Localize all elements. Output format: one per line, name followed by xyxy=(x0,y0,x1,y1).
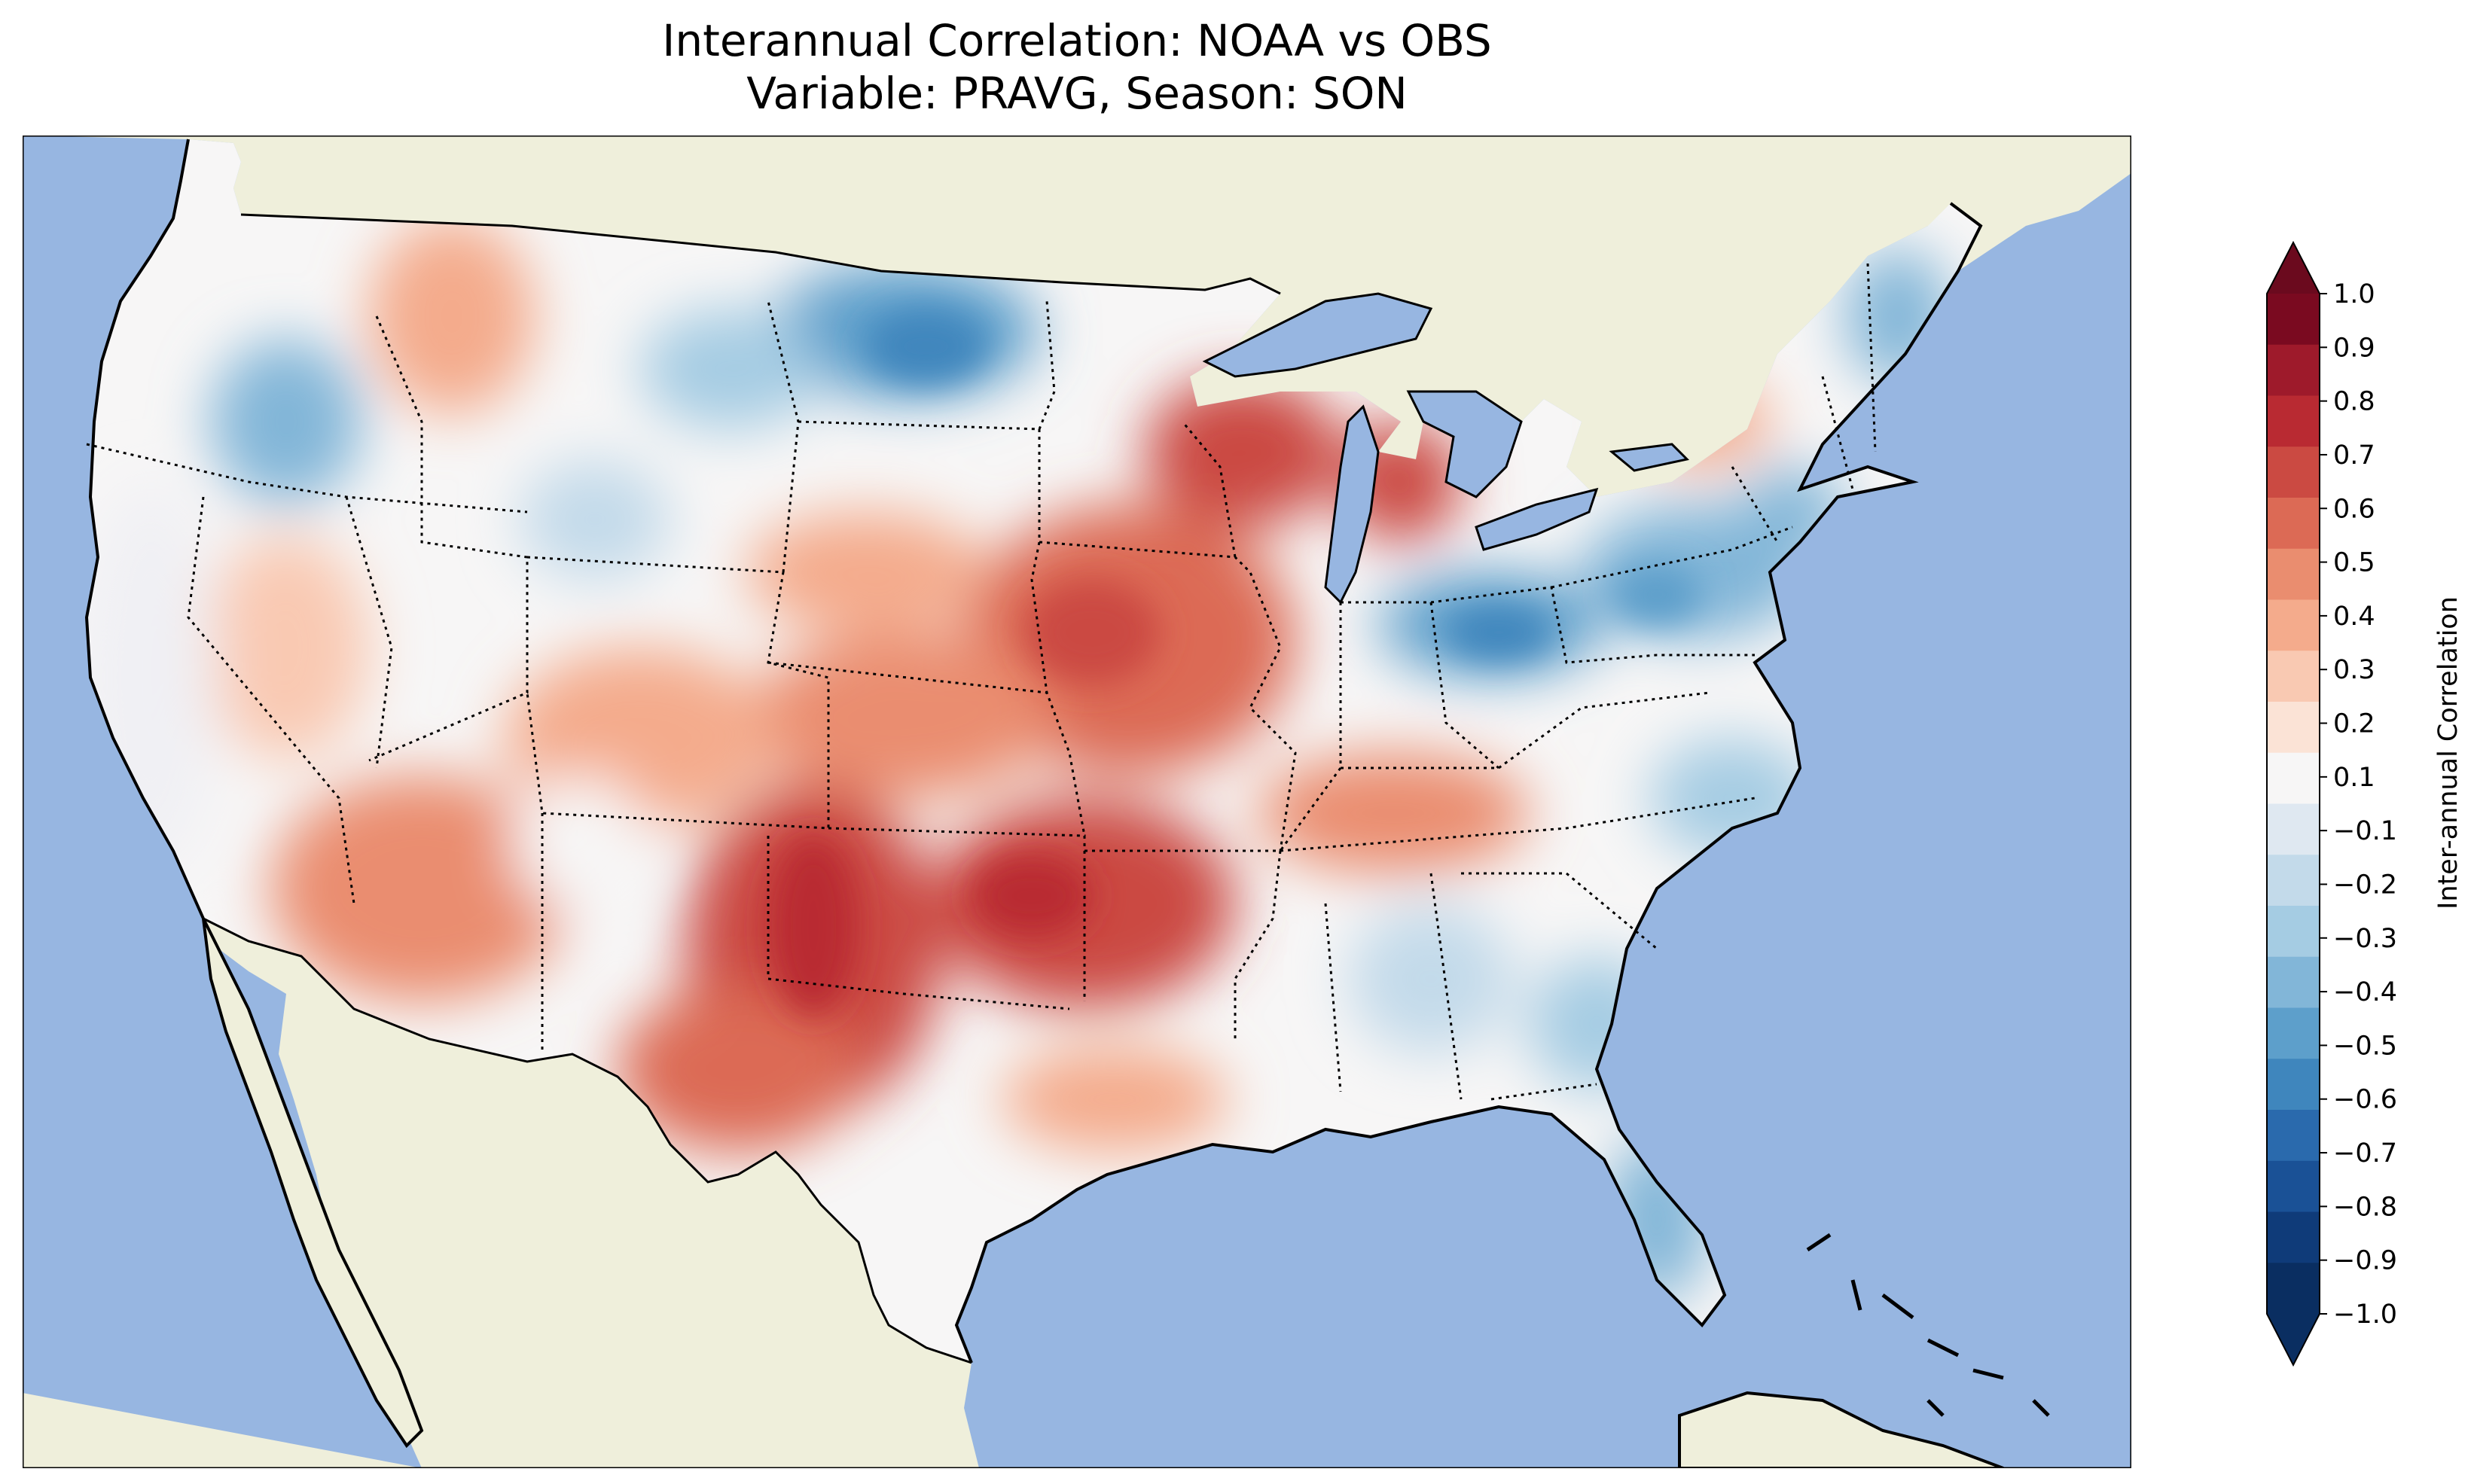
canada-land xyxy=(23,136,2131,497)
colorbar-segment xyxy=(2267,599,2320,651)
colorbar-segment xyxy=(2267,548,2320,600)
region-nd-core xyxy=(866,309,987,384)
colorbar-label: Inter-annual Correlation xyxy=(2433,596,2463,910)
colorbar-tick-label: −0.4 xyxy=(2333,977,2397,1007)
region-gulf-positive xyxy=(1002,1047,1228,1152)
region-nebraska-positive xyxy=(746,512,987,632)
lake-ontario xyxy=(1609,443,1690,472)
lake-michigan xyxy=(1324,404,1380,605)
colorbar-segment xyxy=(2267,1263,2320,1315)
title-line-1: Interannual Correlation: NOAA vs OBS xyxy=(662,15,1492,66)
colorbar-segment xyxy=(2267,446,2320,498)
title-line-2: Variable: PRAVG, Season: SON xyxy=(746,68,1408,119)
colorbar-tick-label: 0.4 xyxy=(2333,602,2375,632)
gulf-coastline xyxy=(954,202,1983,1364)
colorbar-tick-label: 0.7 xyxy=(2333,440,2375,471)
colorbar-tick-label: 0.8 xyxy=(2333,387,2375,417)
region-texas-positive xyxy=(618,986,859,1152)
region-pa-core xyxy=(1612,565,1702,625)
colorbar-segment xyxy=(2267,956,2320,1008)
colorbar-segment xyxy=(2267,1059,2320,1111)
us-coastline xyxy=(84,139,205,919)
colorbar-segment xyxy=(2267,1110,2320,1162)
colorbar-tick-label: 0.6 xyxy=(2333,494,2375,524)
region-southeast-negative xyxy=(1348,904,1514,1054)
colorbar-extend-min xyxy=(2267,1314,2320,1365)
colorbar-segment xyxy=(2267,1211,2320,1263)
colorbar-tick-label: −0.3 xyxy=(2333,924,2397,954)
region-nevada-positive xyxy=(203,535,369,760)
region-kansas-positive xyxy=(753,632,1054,798)
map-panel xyxy=(23,136,2131,1468)
colorbar-segment xyxy=(2267,1160,2320,1212)
colorbar-tick-label: 1.0 xyxy=(2333,279,2375,309)
colorbar-tick-label: −0.2 xyxy=(2333,870,2397,900)
colorbar-segment xyxy=(2267,498,2320,550)
us-canada-border xyxy=(240,213,1281,295)
colorbar-tick-label: −0.7 xyxy=(2333,1138,2397,1169)
region-iowa-core xyxy=(1024,580,1160,685)
colorbar-segment xyxy=(2267,344,2320,396)
colorbar-tick-label: −0.1 xyxy=(2333,816,2397,846)
mexico-land xyxy=(23,919,979,1468)
colorbar-tick-label: −1.0 xyxy=(2333,1300,2397,1330)
region-montana-positive xyxy=(369,218,535,414)
colorbar-tick-label: −0.6 xyxy=(2333,1085,2397,1115)
region-ohio-core xyxy=(1446,606,1551,659)
colorbar-extend-max xyxy=(2267,242,2320,294)
colorbar-segment xyxy=(2267,855,2320,907)
colorbar-tick-label: 0.9 xyxy=(2333,333,2375,363)
region-new-mexico-neutral xyxy=(512,776,648,911)
lake-superior xyxy=(1202,292,1433,378)
us-mexico-border xyxy=(203,917,972,1364)
colorbar-segment xyxy=(2267,294,2320,346)
bahamas-islands xyxy=(1806,1233,2050,1417)
region-wisconsin-positive xyxy=(1145,376,1341,527)
region-ohio-ar-positive xyxy=(1258,753,1529,873)
colorbar-segment xyxy=(2267,395,2320,447)
colorbar-segment xyxy=(2267,1007,2320,1059)
cuba-island xyxy=(1678,1391,2004,1468)
colorbar-tick-label: −0.9 xyxy=(2333,1246,2397,1276)
region-southwest-positive xyxy=(271,776,572,1001)
colorbar-tick-label: −0.5 xyxy=(2333,1031,2397,1061)
colorbar-tick-label: −0.8 xyxy=(2333,1192,2397,1222)
region-arkansas-core xyxy=(972,855,1092,937)
colorbar-segment xyxy=(2267,702,2320,754)
region-dakota-negative xyxy=(640,309,821,429)
colorbar-tick-label: 0.3 xyxy=(2333,655,2375,685)
colorbar-segment xyxy=(2267,651,2320,702)
lake-erie xyxy=(1475,487,1599,551)
baja-peninsula xyxy=(202,918,424,1449)
region-oklahoma-core xyxy=(768,836,859,1016)
colorbar: 1.0 0.9 0.8 0.7 0.6 0.5 0.4 0.3 0.2 0.1 −0.1 −0.2 −0… xyxy=(2266,240,2397,1367)
colorbar-tick-label: 0.1 xyxy=(2333,763,2375,793)
colorbar-tick-label: 0.2 xyxy=(2333,709,2375,739)
region-idaho-negative xyxy=(211,339,361,504)
lake-huron xyxy=(1406,390,1523,498)
colorbar-segment xyxy=(2267,803,2320,855)
colorbar-segment xyxy=(2267,752,2320,804)
region-wyoming-negative xyxy=(520,459,670,580)
colorbar-segment xyxy=(2267,906,2320,958)
state-borders xyxy=(86,263,1877,1101)
colorbar-tick-label: 0.5 xyxy=(2333,548,2375,578)
